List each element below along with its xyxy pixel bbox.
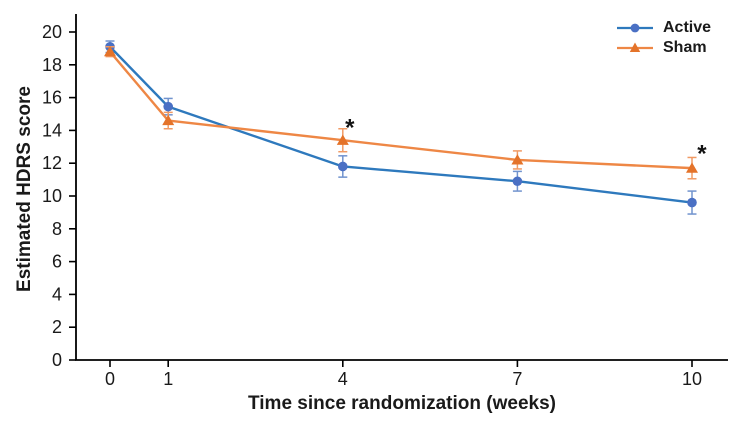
y-tick-label: 20 [42,22,62,42]
active-circle-marker [163,101,173,112]
y-tick-label: 18 [42,55,62,75]
sham-triangle-marker [336,134,349,145]
sham-triangle-marker [162,114,175,126]
y-axis-title: Estimated HDRS score [14,86,35,292]
sham-triangle-marker [104,45,116,57]
sham-line [108,50,694,170]
x-tick-label: 10 [682,369,702,389]
legend-item-sham: Sham [616,40,711,56]
active-circle-marker [338,161,348,172]
y-tick-label: 4 [52,284,62,304]
legend: Active Sham [616,20,711,56]
y-tick-label: 0 [52,350,62,370]
x-tick-label: 7 [512,369,522,389]
axis-spines [75,14,728,361]
legend-item-active: Active [616,20,711,36]
x-tick-label: 4 [338,369,348,389]
sham-triangle-marker [686,162,698,173]
legend-triangle-marker-sham [629,42,641,52]
x-tick-label: 0 [105,369,115,389]
x-axis-title: Time since randomization (weeks) [248,393,556,414]
legend-label-sham: Sham [663,39,707,56]
y-tick-label: 16 [42,88,62,108]
legend-circle-marker-active [630,23,640,33]
y-tick-label: 12 [42,153,62,173]
y-tick-label: 6 [52,252,62,272]
x-tick-label: 1 [163,369,173,389]
active-circle-marker [512,176,523,187]
legend-label-active: Active [663,19,712,36]
significance-asterisk: * [697,141,707,168]
y-tick-label: 10 [42,186,62,206]
sham-triangle-marker [511,154,524,165]
active-line-circle-icon [617,23,653,33]
significance-asterisk: * [345,114,355,141]
sham-line-triangle-icon [617,42,653,52]
y-tick-label: 2 [52,317,62,337]
active-circle-marker [687,197,697,208]
y-tick-label: 14 [42,120,62,140]
y-tick-label: 8 [52,219,62,239]
